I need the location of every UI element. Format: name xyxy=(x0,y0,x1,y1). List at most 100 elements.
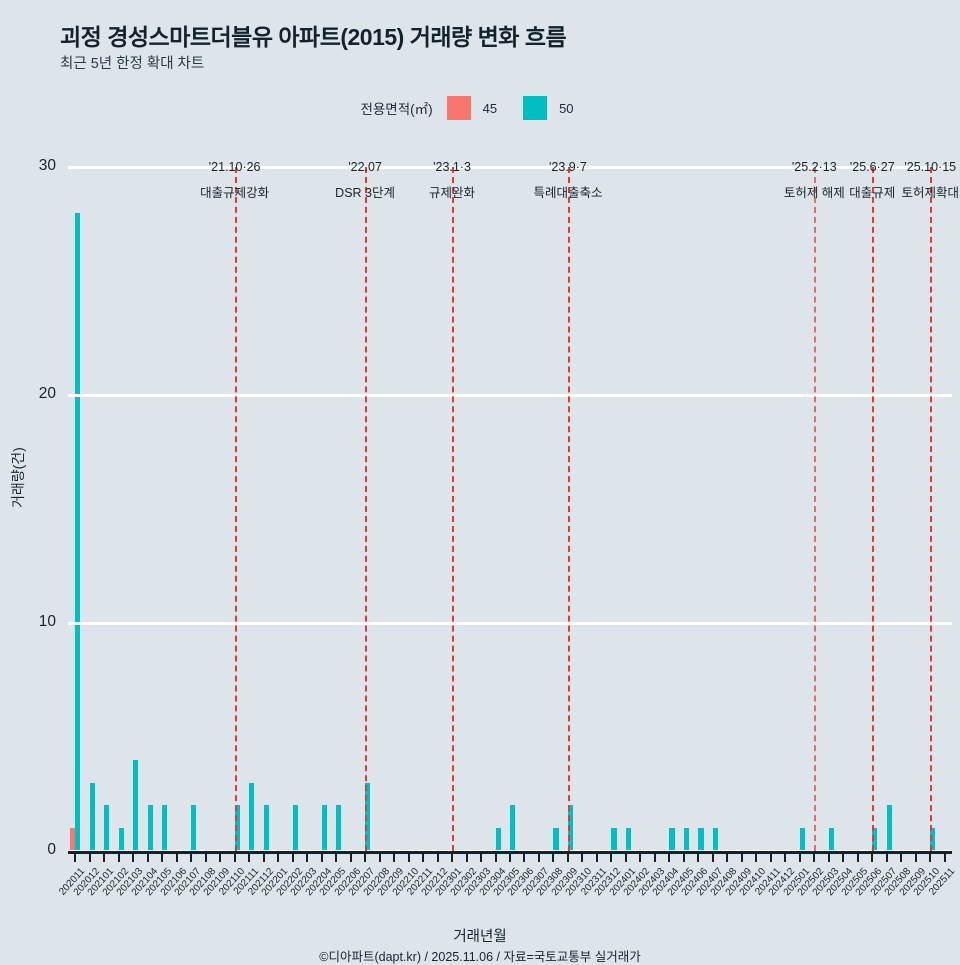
x-tick xyxy=(306,853,309,862)
y-tick-label: 10 xyxy=(38,613,56,630)
bar-202107-50[interactable] xyxy=(191,805,197,851)
bar-202401-50[interactable] xyxy=(625,828,632,851)
legend-item-45[interactable]: 45 xyxy=(446,96,498,120)
x-tick xyxy=(103,853,106,862)
x-tick xyxy=(291,853,294,862)
event-name-label: 대출규제 xyxy=(849,186,896,200)
x-tick xyxy=(146,853,149,862)
x-tick xyxy=(697,853,700,862)
legend-item-label: 45 xyxy=(482,100,498,116)
x-tick xyxy=(784,853,787,862)
bar-202011-45[interactable] xyxy=(69,828,75,851)
bar-202407-50[interactable] xyxy=(712,828,719,851)
x-axis-line xyxy=(68,851,952,854)
x-tick xyxy=(726,853,729,862)
bar-202011-50[interactable] xyxy=(75,212,81,851)
x-tick xyxy=(566,853,569,862)
bar-202503-50[interactable] xyxy=(828,828,834,851)
x-tick xyxy=(682,853,685,862)
x-tick xyxy=(132,853,135,862)
bar-202406-50[interactable] xyxy=(698,828,704,851)
event-date-label: '25.6·27 xyxy=(849,160,895,174)
legend-item-50[interactable]: 50 xyxy=(523,96,574,120)
x-tick xyxy=(639,853,642,862)
bar-202507-50[interactable] xyxy=(886,805,892,851)
bar-202308-50[interactable] xyxy=(553,828,559,851)
bar-202305-50[interactable] xyxy=(510,805,516,851)
gridline-20 xyxy=(68,393,952,397)
event-date-label: '21.10·26 xyxy=(208,160,261,174)
x-tick xyxy=(668,853,671,862)
x-tick xyxy=(117,853,120,862)
x-tick xyxy=(914,853,917,862)
gridline-10 xyxy=(68,621,952,625)
x-tick xyxy=(422,853,425,862)
x-tick xyxy=(494,853,497,862)
footer-credit: ©디아파트(dapt.kr) / 2025.11.06 / 자료=국토교통부 실… xyxy=(319,950,641,964)
bar-202404-50[interactable] xyxy=(669,828,675,851)
bar-202506-50[interactable] xyxy=(872,828,878,851)
bar-202510-50[interactable] xyxy=(930,828,936,851)
x-tick xyxy=(755,853,758,862)
gridline-30 xyxy=(68,165,952,169)
plot-area xyxy=(68,165,952,853)
x-tick xyxy=(349,853,352,862)
chart-subtitle: 최근 5년 한정 확대 차트 xyxy=(60,56,205,72)
event-date-label: '25.2·13 xyxy=(791,160,837,174)
x-tick xyxy=(711,853,714,862)
bar-202104-50[interactable] xyxy=(147,805,153,851)
y-tick-label: 0 xyxy=(47,841,56,858)
y-tick-label: 20 xyxy=(38,385,56,402)
bar-202101-50[interactable] xyxy=(104,805,110,851)
bar-202103-50[interactable] xyxy=(133,759,139,851)
event-name-label: 토허제확대 xyxy=(901,186,960,200)
x-tick xyxy=(871,853,874,862)
x-tick xyxy=(581,853,584,862)
x-tick xyxy=(393,853,396,862)
bar-202309-50[interactable] xyxy=(567,805,574,851)
bar-202111-50[interactable] xyxy=(249,782,255,851)
x-tick xyxy=(88,853,91,862)
bar-202204-50[interactable] xyxy=(321,805,327,851)
chart-legend: 전용면적(㎡) 45 50 xyxy=(0,96,960,120)
x-tick xyxy=(161,853,164,862)
x-tick xyxy=(537,853,540,862)
event-line-202301 xyxy=(452,167,455,851)
y-tick-label: 30 xyxy=(38,157,56,174)
event-name-label: 토허제 해제 xyxy=(783,186,845,200)
x-tick xyxy=(827,853,830,862)
x-tick xyxy=(219,853,222,862)
x-tick xyxy=(595,853,598,862)
x-tick xyxy=(523,853,526,862)
x-tick xyxy=(190,853,193,862)
x-tick xyxy=(798,853,801,862)
event-line-202207 xyxy=(365,167,368,851)
x-tick xyxy=(509,853,511,862)
bar-202112-50[interactable] xyxy=(263,805,269,851)
x-tick xyxy=(175,853,178,862)
x-tick xyxy=(885,853,888,862)
bar-202202-50[interactable] xyxy=(292,805,298,851)
event-line-202309 xyxy=(567,167,570,851)
bar-202110-50[interactable] xyxy=(234,805,240,851)
x-tick xyxy=(378,853,381,862)
bar-202105-50[interactable] xyxy=(162,805,168,851)
bar-202304-50[interactable] xyxy=(495,828,501,851)
event-name-label: 특례대출축소 xyxy=(533,186,603,200)
y-axis-title: 거래량(건) xyxy=(10,447,26,508)
event-date-label: '23.1·3 xyxy=(433,160,471,174)
x-tick xyxy=(335,853,338,862)
bar-202205-50[interactable] xyxy=(336,805,342,851)
bar-202207-50[interactable] xyxy=(365,782,371,851)
bar-202012-50[interactable] xyxy=(89,782,95,851)
bar-202312-50[interactable] xyxy=(611,828,617,851)
x-axis-title: 거래년월 xyxy=(453,929,507,945)
x-tick xyxy=(262,853,265,862)
x-tick xyxy=(451,853,454,862)
bar-202501-50[interactable] xyxy=(799,828,805,851)
event-line-202110 xyxy=(234,167,237,851)
y-axis-labels: 거래량(건) 0 10 20 30 xyxy=(0,0,68,960)
bar-202405-50[interactable] xyxy=(683,828,690,851)
bar-202102-50[interactable] xyxy=(118,828,124,851)
x-tick xyxy=(624,853,627,862)
